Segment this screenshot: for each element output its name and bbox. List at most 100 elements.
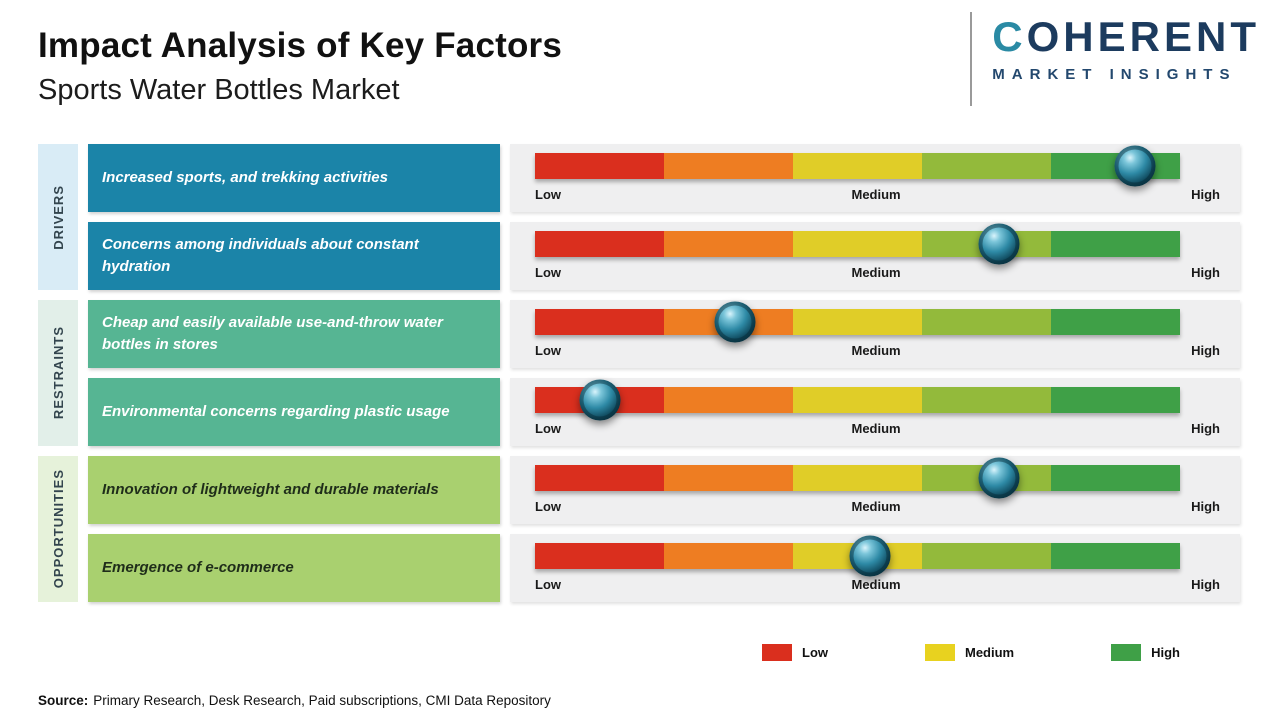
scale-label-high: High [1191,499,1220,514]
scale-label-medium: Medium [851,577,901,592]
logo-tagline: MARKET INSIGHTS [992,66,1237,83]
bar-segment [922,387,1051,413]
factor-box: Cheap and easily available use-and-throw… [88,300,500,368]
legend-swatch-low [762,644,792,661]
bar-segment [793,387,922,413]
legend-item-low: Low [762,644,828,661]
factor-box: Increased sports, and trekking activitie… [88,144,500,212]
source-line: Source: Primary Research, Desk Research, … [38,693,551,708]
impact-bar-panel: Low Medium High [510,456,1240,524]
bar-segment [664,231,793,257]
legend-item-medium: Medium [924,644,1015,661]
legend-label-high: High [1151,645,1180,660]
bar-segment [922,153,1051,179]
factor-text: Cheap and easily available use-and-throw… [102,314,443,353]
impact-bar-panel: Low Medium High [510,300,1240,368]
factor-box: Emergence of e-commerce [88,534,500,602]
source-label: Source: [38,693,89,708]
impact-marker [579,379,620,421]
bar-segment [535,153,664,179]
bar-segment [793,231,922,257]
factor-text: Innovation of lightweight and durable ma… [102,481,439,499]
impact-matrix: DRIVERS RESTRAINTS OPPORTUNITIES Increas… [38,144,1240,602]
bar-segment [1051,387,1180,413]
impact-marker [978,457,1020,499]
bar-segment [535,309,664,335]
page-subtitle: Sports Water Bottles Market [38,74,400,106]
impact-marker [714,301,756,343]
impact-marker [1114,145,1156,187]
logo: COHERENT MARKET INSIGHTS [970,12,1260,106]
bar-segment [793,465,922,491]
bar-segment [793,153,922,179]
factor-text: Emergence of e-commerce [102,559,294,577]
scale-label-low: Low [535,265,561,280]
factor-box: Innovation of lightweight and durable ma… [88,456,500,524]
bar-segment [664,465,793,491]
scale-label-low: Low [535,421,561,436]
impact-bar [535,379,1180,421]
scale-label-high: High [1191,343,1220,358]
logo-text: COHERENT MARKET INSIGHTS [992,13,1260,84]
scale-label-medium: Medium [851,265,901,280]
impact-bar [535,535,1180,577]
scale-label-high: High [1191,421,1220,436]
bar-segment [922,543,1051,569]
scale-label-high: High [1191,265,1220,280]
scale-label-low: Low [535,499,561,514]
scale-labels: Low Medium High [535,577,1220,592]
impact-marker [978,223,1020,265]
scale-labels: Low Medium High [535,187,1220,202]
legend-swatch-medium [924,644,955,661]
factor-box: Concerns among individuals about constan… [88,222,500,290]
scale-labels: Low Medium High [535,343,1220,358]
scale-label-high: High [1191,577,1220,592]
legend-label-medium: Medium [964,645,1015,660]
bar-segment [793,309,922,335]
source-text: Primary Research, Desk Research, Paid su… [93,693,551,708]
bar-segment [535,543,664,569]
impact-bar-panel: Low Medium High [510,534,1240,602]
factor-text: Increased sports, and trekking activitie… [102,169,388,187]
logo-divider [970,12,973,106]
bar-segment [664,153,793,179]
bar-segment [1051,543,1180,569]
bar-segment [922,309,1051,335]
bar-segment [664,543,793,569]
scale-labels: Low Medium High [535,499,1220,514]
scale-label-high: High [1191,187,1220,202]
header: Impact Analysis of Key Factors Sports Wa… [38,26,562,107]
impact-bar [535,301,1180,343]
impact-bar [535,223,1180,265]
group-label-text: OPPORTUNITIES [50,469,66,589]
impact-bar [535,145,1180,187]
scale-label-medium: Medium [851,343,901,358]
bar-segment [1051,465,1180,491]
impact-marker [849,535,891,577]
group-label-restraints: RESTRAINTS [38,300,78,446]
impact-bar-panel: Low Medium High [510,222,1240,290]
legend-swatch-high [1111,644,1142,661]
logo-brand: COHERENT [992,13,1260,60]
page-title: Impact Analysis of Key Factors [38,26,563,65]
impact-bar-panel: Low Medium High [510,378,1240,446]
impact-bar-panel: Low Medium High [510,144,1240,212]
scale-label-low: Low [535,577,561,592]
bar-segment [1051,231,1180,257]
scale-label-low: Low [535,187,561,202]
scale-label-medium: Medium [851,499,901,514]
scale-label-medium: Medium [851,187,901,202]
group-label-opportunities: OPPORTUNITIES [38,456,78,602]
bar-segment [664,387,793,413]
group-label-text: RESTRAINTS [50,326,66,420]
bar-segment [535,465,664,491]
factor-box: Environmental concerns regarding plastic… [88,378,500,446]
bar-segment [1051,309,1180,335]
scale-labels: Low Medium High [535,265,1220,280]
legend: Low Medium High [762,644,1180,661]
scale-label-low: Low [535,343,561,358]
legend-label-low: Low [802,645,828,660]
factor-text: Environmental concerns regarding plastic… [102,403,450,421]
legend-item-high: High [1111,644,1180,661]
